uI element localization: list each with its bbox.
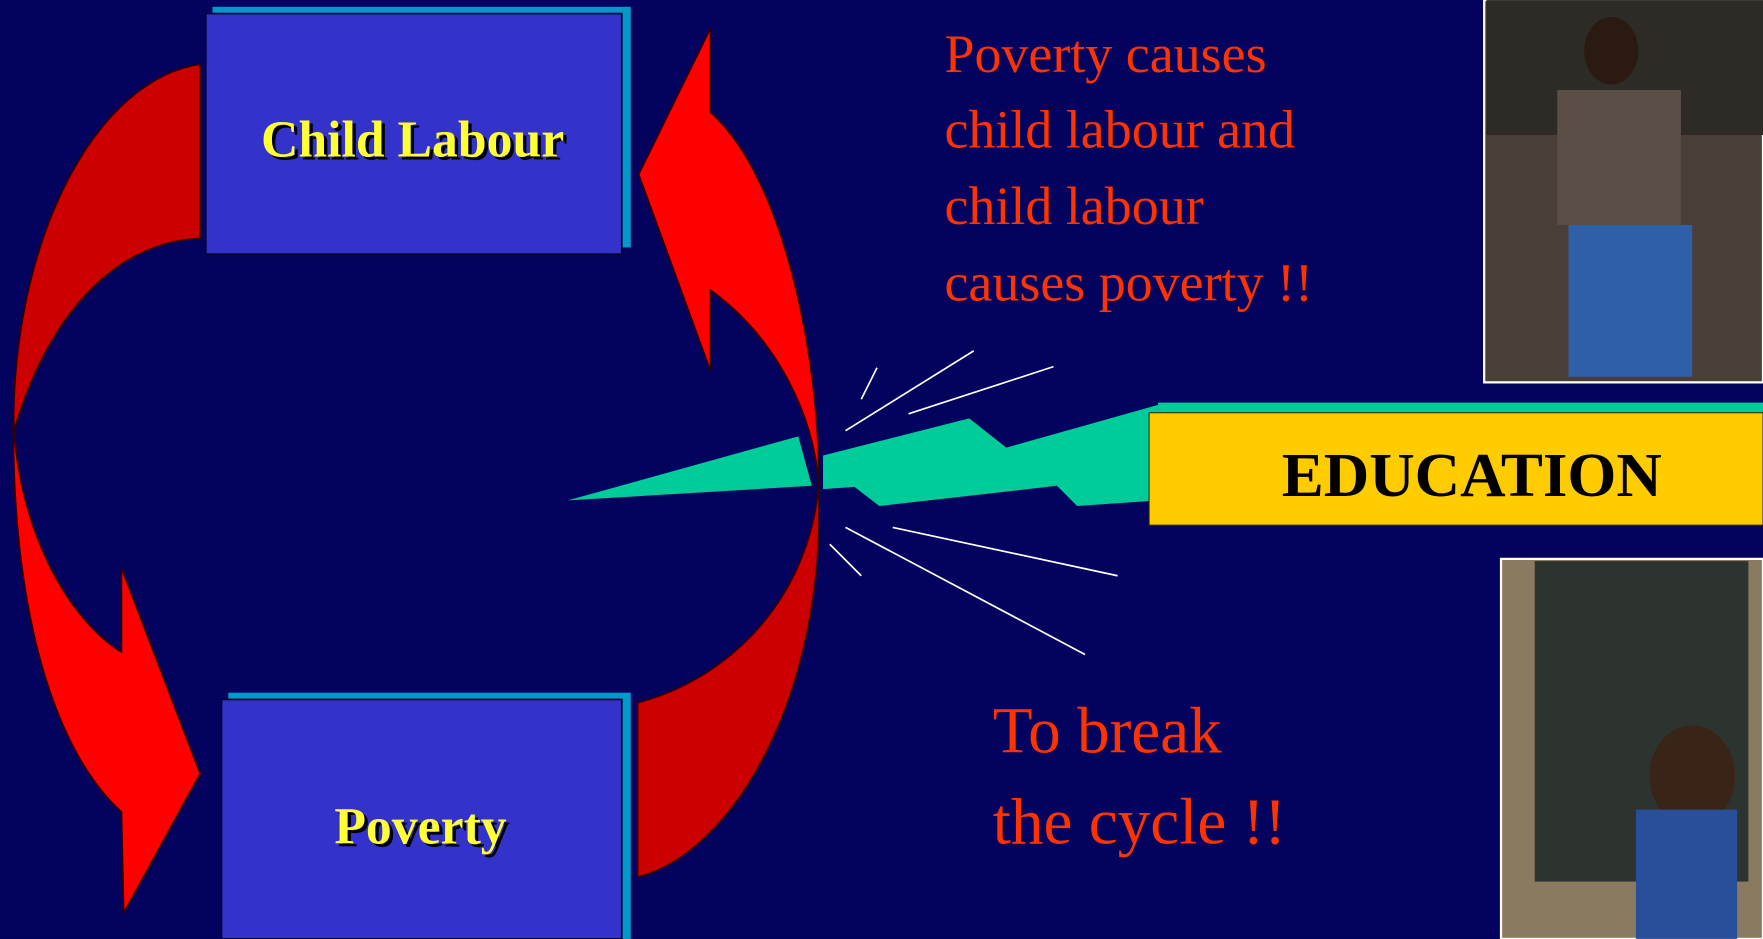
statement-line: child labour and <box>944 99 1295 159</box>
education-label: EDUCATION <box>1282 440 1662 510</box>
box-label: Child Labour <box>261 111 564 168</box>
slide: Child Labour Child Labour Poverty Povert… <box>0 0 1763 939</box>
statement-line: Poverty causes <box>944 24 1266 84</box>
statement-line: child labour <box>944 176 1203 236</box>
photo-girl <box>1501 559 1763 939</box>
call-line: To break <box>993 695 1222 767</box>
photo-figure <box>1636 810 1737 939</box>
call-line: the cycle !! <box>993 786 1286 858</box>
statement-line: causes poverty !! <box>944 252 1313 312</box>
box-label: Poverty <box>334 798 506 855</box>
photo-figure <box>1557 90 1681 225</box>
photo-figure <box>1568 225 1692 377</box>
photo-figure <box>1584 17 1638 84</box>
photo-boy <box>1484 0 1763 382</box>
